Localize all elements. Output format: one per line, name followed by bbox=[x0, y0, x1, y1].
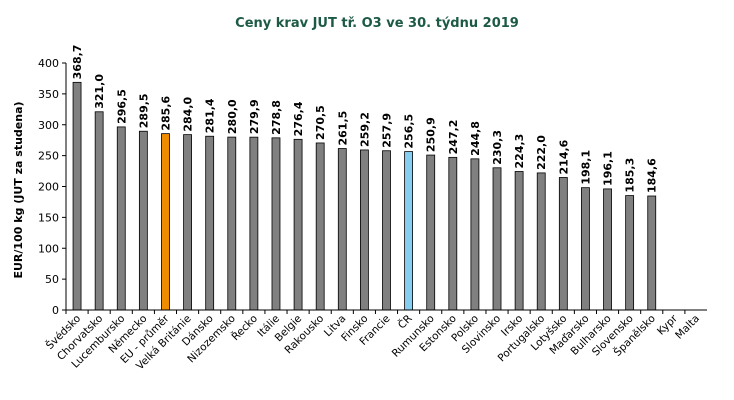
bar-series bbox=[72, 81, 657, 311]
data-label-lotyssko: 214,6 bbox=[557, 139, 570, 174]
bar-chorvatsko bbox=[94, 111, 104, 311]
y-axis-ticks: 0 50 100 150 200 250 300 350 400 bbox=[38, 57, 66, 317]
bar-spanelsko bbox=[647, 195, 657, 311]
data-labels: 368,7 321,0 296,5 289,5 285,6 284,0 281,4 280,0… bbox=[71, 45, 659, 193]
bar-litva bbox=[337, 148, 347, 311]
bar-finsko bbox=[359, 149, 369, 311]
x-tick-label-recko: Řecko bbox=[229, 312, 260, 343]
bar-madarsko bbox=[581, 187, 590, 311]
y-tick-label: 400 bbox=[38, 57, 59, 70]
bar-portugalsko bbox=[536, 172, 546, 311]
data-label-portugalsko: 222,0 bbox=[535, 135, 548, 170]
data-label-polsko: 244,8 bbox=[469, 121, 482, 156]
bar-lotyssko bbox=[558, 177, 568, 311]
bar-nemecko bbox=[138, 130, 148, 311]
bar-velka-britanie bbox=[183, 134, 192, 311]
bar-estonsko bbox=[448, 156, 458, 311]
data-label-francie: 257,9 bbox=[381, 113, 394, 148]
bar-belgie bbox=[293, 138, 303, 311]
bar-slovinsko bbox=[492, 167, 502, 311]
data-label-chorvatsko: 321,0 bbox=[93, 74, 106, 109]
data-label-dansko: 281,4 bbox=[204, 98, 217, 133]
data-label-belgie: 276,4 bbox=[292, 101, 305, 136]
bar-cr bbox=[404, 151, 414, 311]
data-label-slovinsko: 230,3 bbox=[491, 130, 504, 165]
data-label-estonsko: 247,2 bbox=[447, 120, 460, 155]
data-label-nemecko: 289,5 bbox=[137, 93, 150, 128]
y-axis-label: EUR/100 kg (JUT za studena) bbox=[12, 101, 25, 278]
data-label-bulharsko: 196,1 bbox=[602, 151, 615, 186]
data-label-velka-britanie: 284,0 bbox=[182, 96, 195, 131]
y-tick-label: 250 bbox=[38, 150, 59, 163]
y-tick-label: 300 bbox=[38, 119, 59, 132]
data-label-cr: 256,5 bbox=[403, 114, 416, 149]
bar-rumunsko bbox=[426, 154, 436, 311]
bar-rakousko bbox=[315, 142, 325, 311]
data-label-nizozemsko: 280,0 bbox=[226, 99, 239, 134]
bar-bulharsko bbox=[603, 188, 612, 311]
data-label-madarsko: 198,1 bbox=[579, 150, 592, 185]
data-label-italie: 278,8 bbox=[270, 100, 283, 135]
bar-lucembursko bbox=[116, 126, 126, 311]
x-tick-label-malta: Malta bbox=[673, 313, 702, 342]
data-label-rakousko: 270,5 bbox=[314, 105, 327, 140]
data-label-finsko: 259,2 bbox=[358, 112, 371, 147]
bar-svedsko bbox=[72, 81, 82, 311]
data-label-slovensko: 185,3 bbox=[624, 158, 637, 193]
data-label-recko: 279,9 bbox=[248, 99, 261, 134]
data-label-eu-prumer: 285,6 bbox=[159, 96, 172, 131]
chart-title: Ceny krav JUT tř. O3 ve 30. týdnu 2019 bbox=[235, 16, 519, 31]
bar-eu-prumer bbox=[161, 133, 170, 311]
bar-francie bbox=[382, 150, 391, 311]
y-tick-label: 50 bbox=[45, 273, 59, 286]
bar-recko bbox=[249, 136, 259, 311]
bar-dansko bbox=[205, 135, 215, 311]
data-label-lucembursko: 296,5 bbox=[115, 89, 128, 124]
bar-slovensko bbox=[625, 195, 635, 311]
data-label-litva: 261,5 bbox=[336, 111, 349, 146]
data-label-svedsko: 368,7 bbox=[71, 45, 84, 80]
y-tick-label: 0 bbox=[52, 304, 59, 317]
data-label-spanelsko: 184,6 bbox=[646, 158, 659, 193]
bar-polsko bbox=[470, 158, 480, 311]
y-tick-label: 150 bbox=[38, 211, 59, 224]
bar-nizozemsko bbox=[227, 136, 237, 311]
y-tick-label: 350 bbox=[38, 88, 59, 101]
bar-irsko bbox=[514, 171, 524, 311]
data-label-rumunsko: 250,9 bbox=[425, 117, 438, 152]
y-tick-label: 200 bbox=[38, 181, 59, 194]
data-label-irsko: 224,3 bbox=[513, 134, 526, 169]
y-tick-label: 100 bbox=[38, 242, 59, 255]
bar-italie bbox=[271, 137, 281, 311]
